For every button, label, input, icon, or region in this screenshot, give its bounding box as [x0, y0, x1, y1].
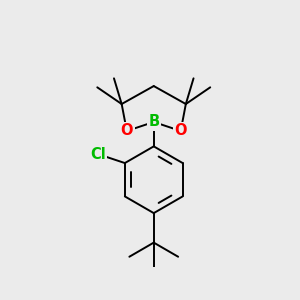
Text: Cl: Cl [90, 147, 106, 162]
Text: B: B [148, 115, 159, 130]
Text: O: O [175, 124, 187, 139]
Text: O: O [121, 124, 133, 139]
